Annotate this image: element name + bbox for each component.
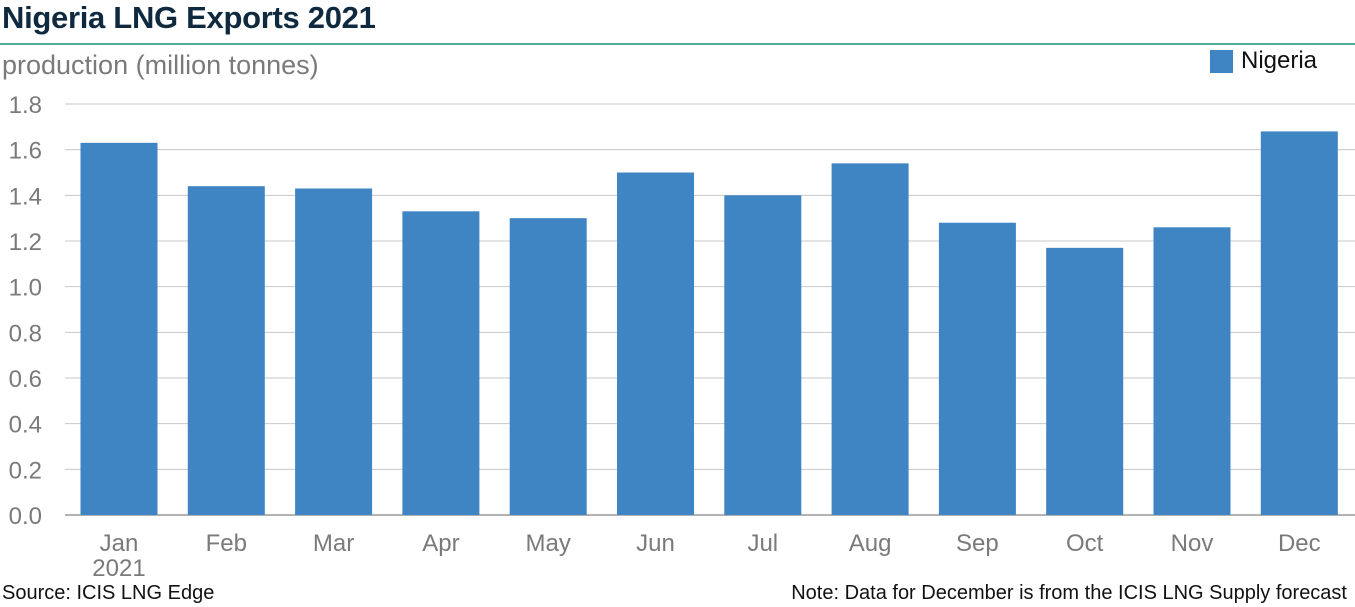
x-tick-label: Oct: [1066, 530, 1104, 557]
y-tick-label: 0.6: [9, 366, 42, 393]
bar-may: [509, 218, 587, 515]
y-tick-label: 0.0: [9, 503, 42, 530]
y-tick-label: 1.0: [9, 275, 42, 302]
y-tick-label: 1.6: [9, 138, 42, 165]
bar-jul: [724, 195, 802, 516]
y-tick-label: 0.4: [9, 412, 42, 439]
bar-jun: [617, 172, 694, 515]
x-tick-sublabel: 2021: [92, 555, 145, 582]
y-tick-label: 1.4: [9, 183, 42, 210]
bar-nov: [1153, 227, 1231, 516]
legend-swatch-nigeria: [1210, 49, 1233, 73]
y-tick-label: 1.8: [9, 92, 42, 119]
y-tick-label: 1.2: [9, 229, 42, 256]
legend: Nigeria: [1210, 47, 1317, 75]
legend-label-nigeria: Nigeria: [1241, 47, 1318, 74]
bar-apr: [402, 211, 480, 516]
x-tick-label: Mar: [313, 530, 354, 557]
bar-dec: [1260, 131, 1338, 515]
x-tick-label: Nov: [1171, 530, 1214, 557]
source-note: Source: ICIS LNG Edge: [2, 582, 215, 604]
bar-sep: [938, 222, 1016, 515]
x-tick-label: Dec: [1278, 530, 1321, 557]
bar-mar: [295, 188, 373, 515]
bar-feb: [187, 186, 265, 515]
y-tick-label: 0.2: [9, 457, 42, 484]
x-tick-label: Apr: [422, 530, 459, 557]
x-tick-label: Jan: [100, 530, 139, 557]
x-tick-label: May: [526, 530, 571, 557]
x-tick-label: Aug: [849, 530, 892, 557]
y-axis-label: production (million tonnes): [2, 50, 319, 80]
y-tick-label: 0.8: [9, 320, 42, 347]
x-tick-label: Jul: [747, 530, 778, 557]
bar-aug: [831, 163, 909, 515]
x-tick-label: Jun: [636, 530, 675, 557]
x-tick-label: Feb: [206, 530, 247, 557]
x-tick-label: Sep: [956, 530, 999, 557]
bar-oct: [1046, 247, 1124, 515]
chart-title: Nigeria LNG Exports 2021: [2, 0, 376, 35]
footnote: Note: Data for December is from the ICIS…: [791, 582, 1347, 604]
bar-jan: [80, 142, 158, 516]
title-divider: [0, 43, 1355, 45]
